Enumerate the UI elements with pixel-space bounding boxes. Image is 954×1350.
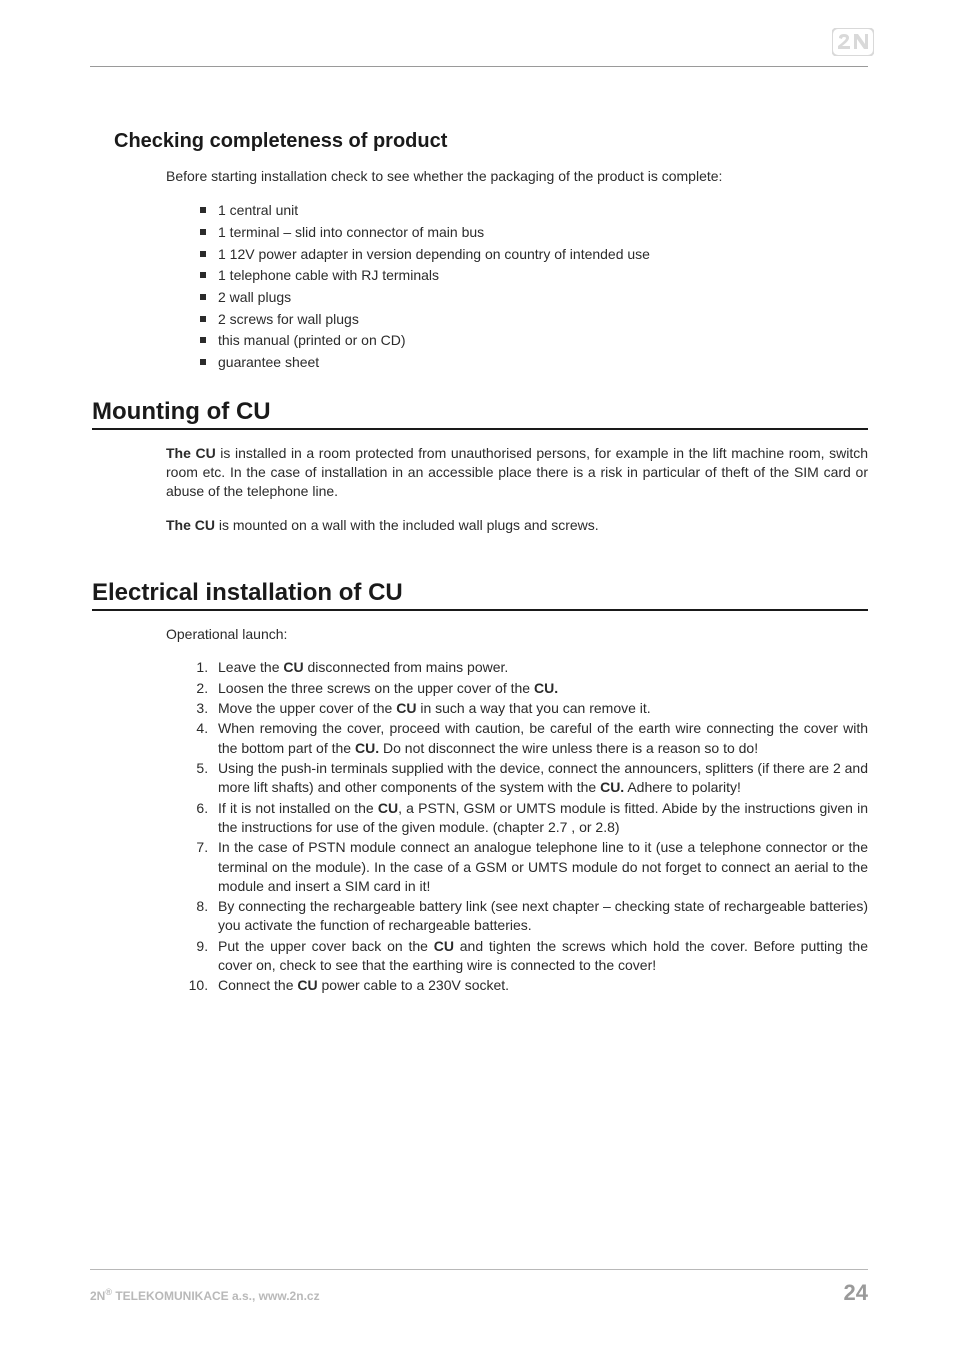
text-span: By connecting the rechargeable battery l… <box>218 898 868 933</box>
text-span: is mounted on a wall with the included w… <box>215 517 599 533</box>
text-span: Leave the <box>218 659 283 675</box>
text-span: power cable to a 230V socket. <box>318 977 509 993</box>
list-item: By connecting the rechargeable battery l… <box>212 897 868 936</box>
bold-cu: CU <box>378 800 398 816</box>
mounting-paragraph: The CU is installed in a room protected … <box>166 444 868 502</box>
bold-cu: CU <box>434 938 454 954</box>
electrical-intro: Operational launch: <box>166 625 868 644</box>
page-number: 24 <box>844 1280 868 1306</box>
text-span: Using the push-in terminals supplied wit… <box>218 760 868 795</box>
heading-rule <box>92 428 868 430</box>
text-span: in such a way that you can remove it. <box>416 700 650 716</box>
section-heading-completeness: Checking completeness of product <box>114 130 868 153</box>
text-span: In the case of PSTN module connect an an… <box>218 839 868 894</box>
footer-company: 2N® TELEKOMUNIKACE a.s., www.2n.cz <box>90 1287 320 1303</box>
bold-cu: CU <box>283 659 303 675</box>
bold-cu: CU <box>396 700 416 716</box>
list-item: 1 12V power adapter in version depending… <box>218 244 868 266</box>
text-span: Do not disconnect the wire unless there … <box>379 740 758 756</box>
text-span: Loosen the three screws on the upper cov… <box>218 680 534 696</box>
section-heading-mounting: Mounting of CU <box>92 398 868 426</box>
header-rule <box>90 66 868 67</box>
footer-rule <box>90 1269 868 1270</box>
bold-cu: The CU <box>166 517 215 533</box>
list-item: Leave the CU disconnected from mains pow… <box>212 658 868 677</box>
bold-cu: CU. <box>600 779 624 795</box>
list-item: 1 terminal – slid into connector of main… <box>218 222 868 244</box>
list-item: When removing the cover, proceed with ca… <box>212 719 868 758</box>
list-item: 1 central unit <box>218 200 868 222</box>
text-span: is installed in a room protected from un… <box>166 445 868 500</box>
page-footer: 2N® TELEKOMUNIKACE a.s., www.2n.cz 24 <box>90 1269 868 1306</box>
intro-text: Before starting installation check to se… <box>166 167 868 186</box>
list-item: Move the upper cover of the CU in such a… <box>212 699 868 718</box>
list-item: Loosen the three screws on the upper cov… <box>212 679 868 698</box>
steps-list: Leave the CU disconnected from mains pow… <box>92 658 868 995</box>
footer-prefix: 2N <box>90 1289 105 1303</box>
text-span: If it is not installed on the <box>218 800 378 816</box>
bold-cu: CU. <box>355 740 379 756</box>
list-item: Connect the CU power cable to a 230V soc… <box>212 976 868 995</box>
list-item: Put the upper cover back on the CU and t… <box>212 937 868 976</box>
list-item: In the case of PSTN module connect an an… <box>212 838 868 896</box>
list-item: 2 screws for wall plugs <box>218 309 868 331</box>
list-item: Using the push-in terminals supplied wit… <box>212 759 868 798</box>
footer-sup: ® <box>105 1287 112 1297</box>
text-span: disconnected from mains power. <box>304 659 509 675</box>
text-span: Move the upper cover of the <box>218 700 396 716</box>
footer-rest: TELEKOMUNIKACE a.s., www.2n.cz <box>112 1289 320 1303</box>
text-span: Put the upper cover back on the <box>218 938 434 954</box>
list-item: 2 wall plugs <box>218 287 868 309</box>
heading-rule <box>92 609 868 611</box>
text-span: Connect the <box>218 977 297 993</box>
package-list: 1 central unit 1 terminal – slid into co… <box>92 200 868 374</box>
list-item: If it is not installed on the CU, a PSTN… <box>212 799 868 838</box>
mounting-paragraph: The CU is mounted on a wall with the inc… <box>166 516 868 535</box>
brand-logo-icon <box>832 28 874 56</box>
bold-cu: CU. <box>534 680 558 696</box>
bold-cu: CU <box>297 977 317 993</box>
list-item: this manual (printed or on CD) <box>218 330 868 352</box>
bold-cu: The CU <box>166 445 216 461</box>
text-span: Adhere to polarity! <box>624 779 741 795</box>
section-heading-electrical: Electrical installation of CU <box>92 579 868 607</box>
list-item: 1 telephone cable with RJ terminals <box>218 265 868 287</box>
list-item: guarantee sheet <box>218 352 868 374</box>
